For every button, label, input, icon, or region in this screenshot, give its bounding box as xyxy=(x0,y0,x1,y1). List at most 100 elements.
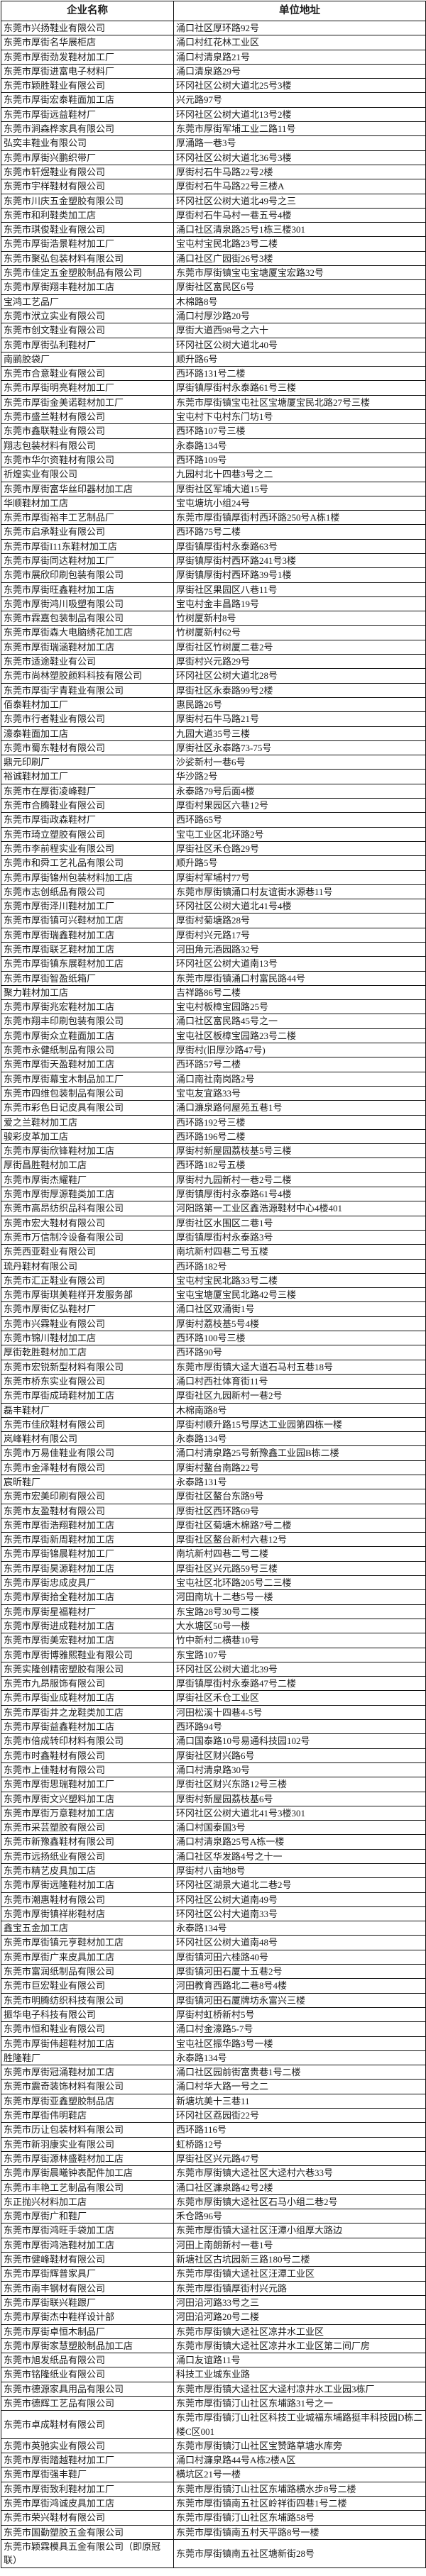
table-row: 东莞市志创纸品有限公司 东莞市厚街镇涌口村友谊街水源巷11号 xyxy=(1,884,426,900)
company-name-cell: 东莞市兴霖鞋业有限公司 xyxy=(1,1316,174,1332)
company-name-cell: 东莞市万信制冷设备有限公司 xyxy=(1,1229,174,1245)
company-name-cell: 东莞市华尔资鞋材有限公司 xyxy=(1,452,174,468)
address-cell: 东莞市厚街军埔工业二路11号 xyxy=(173,121,426,137)
table-row: 东莞市厚街厚源鞋类加工店 厚街镇厚街村永泰路61号4楼 xyxy=(1,1187,426,1202)
address-cell: 东莞市厚街镇宝屯宝塘厦宝宏路32号 xyxy=(173,265,426,281)
table-row: 东莞市铭隆纸业有限公司 科技工业城东业路 xyxy=(1,2367,426,2382)
company-name-cell: 东莞市霖嘉包装制品有限公司 xyxy=(1,611,174,626)
address-cell: 厚街村石牛马路21号 xyxy=(173,711,426,727)
address-cell: 东莞市厚街镇大迳社区凉井水工业区 xyxy=(173,2324,426,2339)
company-name-cell: 东莞市厚街镇东展鞋材加工店 xyxy=(1,956,174,972)
address-cell: 涌口村清泉路25号新豫鑫工业园B栋二楼 xyxy=(173,1445,426,1461)
address-cell: 大水塘区50号一楼 xyxy=(173,1618,426,1634)
table-row: 东莞市厚街进成鞋材加工店 大水塘区50号一楼 xyxy=(1,1618,426,1634)
company-name-cell: 东莞市厚街镇元亨鞋材加工店 xyxy=(1,1935,174,1950)
company-name-cell: 东莞市铭隆纸业有限公司 xyxy=(1,2367,174,2382)
company-name-cell: 东莞市明腾纺织科技有限公司 xyxy=(1,1992,174,2008)
company-name-cell: 东莞市厚街联兴鞋跟厂 xyxy=(1,2294,174,2311)
company-name-cell: 东莞市厚街旺鑫鞋材加工店 xyxy=(1,582,174,597)
address-cell: 惠民路26号 xyxy=(173,696,426,713)
address-cell: 西环路116号 xyxy=(173,2122,426,2138)
table-row: 东莞市宏大鞋材有限公司 厚街社区水围区二巷1号 xyxy=(1,1215,426,1231)
table-row: 东莞市桥东实业有限公司 涌口村西社体育街11号 xyxy=(1,1373,426,1389)
company-name-cell: 东莞市金泽鞋材有限公司 xyxy=(1,1460,174,1475)
company-name-cell: 东莞市厚街广来皮具加工店 xyxy=(1,1949,174,1965)
address-cell: 永泰路134号 xyxy=(173,2050,426,2066)
table-row: 东莞西亚鞋业有限公司 南坑新村四巷二号五楼 xyxy=(1,1244,426,1260)
table-row: 东莞市厚街政森鞋材厂 西环路65号 xyxy=(1,812,426,828)
table-row: 东莞市翔丰印刷包装有限公司 涌口社区富民路45号之一 xyxy=(1,1014,426,1029)
address-cell: 涌口村濂泉路44号A栋2楼A区 xyxy=(173,2453,426,2468)
table-row: 东莞市厚街欣锋鞋材加工店 厚街村新屋园荔枝基5号三楼 xyxy=(1,1143,426,1159)
address-cell: 环冈社区湖景大道北二巷2号 xyxy=(173,1877,426,1893)
table-row: 东莞市德源家具用品有限公司 东莞市厚街镇大迳社区大迳村凉井水工业园3栋厂 xyxy=(1,2381,426,2397)
address-cell: 厚街社区财兴路6号 xyxy=(173,1748,426,1763)
company-name-cell: 东莞市厚街名华展柜店 xyxy=(1,35,174,50)
address-cell: 涌口南社南岗路2号 xyxy=(173,1071,426,1087)
company-name-cell: 濠泰鞋面加工店 xyxy=(1,726,174,741)
company-name-cell: 东莞市厚街万意鞋材加工店 xyxy=(1,1805,174,1821)
address-cell: 环冈社区公村大道南33号 xyxy=(173,1906,426,1922)
table-row: 东莞市厚街富华丝印器材加工店 厚街社区军埔大道15号 xyxy=(1,481,426,496)
address-cell: 厚街社区竹树厦二巷2号 xyxy=(173,639,426,655)
address-cell: 科技工业城东业路 xyxy=(173,2367,426,2382)
company-name-cell: 东莞市厚街瑞鑫鞋材加工店 xyxy=(1,927,174,943)
company-name-cell: 东莞市厚街杰中鞋样设计部 xyxy=(1,2309,174,2325)
address-cell: 吉祥路86号二楼 xyxy=(173,984,426,1001)
company-name-cell: 东莞市厚街博雅熙鞋业有限公司 xyxy=(1,1647,174,1662)
table-row: 东莞市厚街冠涌鞋材加工店 涌口社区园前街富贵巷1号二楼 xyxy=(1,2065,426,2080)
address-cell: 厚街村兴元路29号 xyxy=(173,654,426,670)
company-name-cell: 东莞市永健纸制品有限公司 xyxy=(1,1043,174,1058)
company-name-cell: 东莞市厚街明亮鞋材加工厂 xyxy=(1,380,174,396)
table-row: 东莞市厚街锦晨鞋材加工厂 南坑新村四巷二号二楼 xyxy=(1,1546,426,1562)
address-cell: 宝屯村宝民北路33号二楼 xyxy=(173,1272,426,1289)
address-cell: 东莞市厚街镇汀山社区东埔路58号 xyxy=(173,2510,426,2526)
company-name-cell: 东莞市厚街泽川鞋材加工厂 xyxy=(1,899,174,914)
address-cell: 河田角元酒园路32号 xyxy=(173,941,426,957)
company-name-cell: 东莞市厚街联艺鞋材加工店 xyxy=(1,941,174,957)
company-name-cell: 东莞市厚街瑞涵鞋材加工店 xyxy=(1,639,174,655)
address-cell: 厚街镇厚街村永泰路47号二楼 xyxy=(173,1676,426,1692)
table-row: 东莞市厚街星福鞋材厂 东宝路28号30号二楼 xyxy=(1,1604,426,1619)
company-name-cell: 东莞市厚街鸿旺手袋加工店 xyxy=(1,2223,174,2238)
company-name-cell: 东莞市洑立实业有限公司 xyxy=(1,308,174,324)
table-row: 琉丹鞋材有限公司 西环路182号 xyxy=(1,1258,426,1274)
company-name-cell: 东莞市志创纸品有限公司 xyxy=(1,884,174,900)
table-row: 东莞市厚街联艺鞋材加工店 河田角元酒园路32号 xyxy=(1,941,426,957)
table-row: 东莞市尚林塑胶颜料科技有限公司 环冈社区公树大道北28号 xyxy=(1,668,426,684)
address-cell: 涌口村清泉路25号A栋一楼 xyxy=(173,1834,426,1850)
address-cell: 涌口村清泉路21号 xyxy=(173,49,426,65)
table-row: 东莞市震奇装饰材料有限公司 涌口村华大路一号之二 xyxy=(1,2079,426,2094)
address-cell: 厚街社区军埔大道15号 xyxy=(173,481,426,496)
table-row: 东莞市倍成转印材料有限公司 涌口国泰路10号易通科技园102号 xyxy=(1,1733,426,1749)
address-cell: 宝屯工业区北环路2号 xyxy=(173,826,426,842)
address-cell: 涌口村清泉路30号 xyxy=(173,1762,426,1778)
company-name-cell: 东莞市合意鞋业有限公司 xyxy=(1,366,174,382)
table-row: 东莞市厚街鸿浩鞋材加工店 河田上南朗新村一巷1号 xyxy=(1,2237,426,2253)
address-cell: 涌口村厚沙路20号 xyxy=(173,308,426,324)
address-cell: 厚街村石牛马路22号三楼A xyxy=(173,179,426,194)
address-cell: 厚街镇厚街村永泰路61号4楼 xyxy=(173,1187,426,1202)
address-cell: 厚街村虹桥新村5号 xyxy=(173,2006,426,2023)
company-name-cell: 东莞市厚街源林盛鞋材加工店 xyxy=(1,2150,174,2167)
address-cell: 厚街社区兴元路47号 xyxy=(173,2150,426,2167)
company-name-cell: 岚峰鞋材有限公司 xyxy=(1,1431,174,1447)
table-row: 东莞市厚街昊源鞋材加工店 厚街社区兴元路59号三楼 xyxy=(1,1560,426,1577)
company-name-cell: 东莞市颖胜鞋业有限公司 xyxy=(1,78,174,94)
address-cell: 环冈社区公树大道北49号之三 xyxy=(173,193,426,209)
table-row: 东莞市厚街业成鞋材加工店 厚街社区禾仓工业区 xyxy=(1,1690,426,1706)
company-name-cell: 东莞市佳欣鞋材有限公司 xyxy=(1,1416,174,1433)
table-row: 东莞市厚街远隆鞋材加工店 环冈社区湖景大道北二巷2号 xyxy=(1,1877,426,1893)
address-cell: 厚街社区禾仓路29号 xyxy=(173,840,426,857)
company-name-cell: 东莞市厚街伟明鞋店 xyxy=(1,2108,174,2123)
address-cell: 西环路94号 xyxy=(173,1719,426,1735)
address-cell: 厚街村荔枝基5号4楼 xyxy=(173,1316,426,1332)
company-name-cell: 东莞市厚街远益鞋材厂 xyxy=(1,106,174,123)
table-row: 东莞市厚街泽川鞋材加工厂 环冈社区公树大道北41号4楼 xyxy=(1,899,426,914)
table-row: 东莞市汇正鞋业有限公司 宝屯村宝民北路33号二楼 xyxy=(1,1272,426,1289)
table-row: 祈煌实业有限公司 九园村北十四巷3号之二 xyxy=(1,467,426,482)
table-row: 东莞市厚街杰中鞋样设计部 河田沿河路20号二楼 xyxy=(1,2309,426,2325)
table-row: 振华电子科技有限公司 厚街村虹桥新村5号 xyxy=(1,2006,426,2023)
table-row: 东莞市厚街旺鑫鞋材加工店 厚街社区果园区八巷11号 xyxy=(1,582,426,597)
table-row: 佰泰鞋材加工厂 惠民路26号 xyxy=(1,696,426,713)
